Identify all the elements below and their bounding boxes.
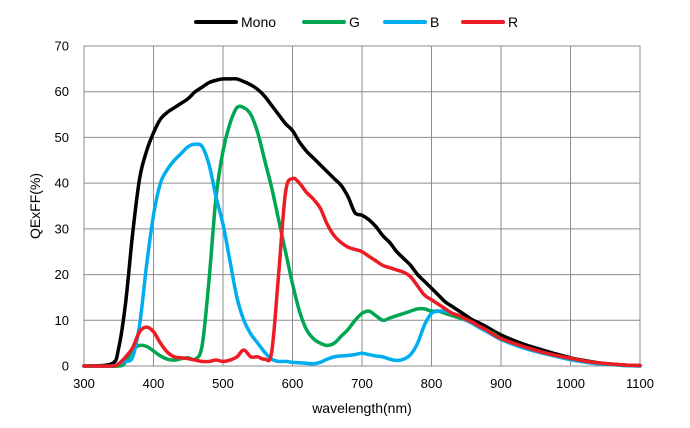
plot-border (83, 45, 641, 367)
y-tick-label: 40 (55, 176, 69, 191)
legend-label-g: G (349, 14, 360, 30)
x-tick-label: 300 (73, 376, 95, 391)
y-axis-label: QExFF(%) (27, 173, 43, 239)
x-tick-label: 700 (351, 376, 373, 391)
x-tick-label: 800 (421, 376, 443, 391)
legend: Mono G B R (194, 14, 518, 30)
legend-label-b: B (430, 14, 439, 30)
series-line-mono (82, 76, 642, 368)
x-tick-label: 900 (490, 376, 512, 391)
legend-label-mono: Mono (241, 14, 276, 30)
x-axis-label: wavelength(nm) (311, 400, 412, 416)
y-tick-labels: 0 10 20 30 40 50 60 70 (55, 39, 69, 374)
y-tick-label: 60 (55, 84, 69, 99)
series-layer (82, 76, 642, 369)
y-tick-label: 20 (55, 267, 69, 282)
x-tick-label: 1100 (626, 376, 654, 391)
plot-frame (83, 45, 641, 367)
x-tick-label: 400 (143, 376, 165, 391)
series-line-r (82, 176, 642, 368)
y-tick-label: 10 (55, 313, 69, 328)
x-tick-label: 600 (282, 376, 304, 391)
y-tick-label: 50 (55, 130, 69, 145)
y-tick-label: 70 (55, 39, 69, 54)
x-tick-label: 500 (212, 376, 234, 391)
legend-label-r: R (508, 14, 518, 30)
y-tick-label: 0 (62, 359, 69, 374)
x-tick-labels: 300 400 500 600 700 800 900 1000 1100 (73, 376, 654, 391)
x-tick-label: 1000 (556, 376, 585, 391)
y-tick-label: 30 (55, 221, 69, 236)
